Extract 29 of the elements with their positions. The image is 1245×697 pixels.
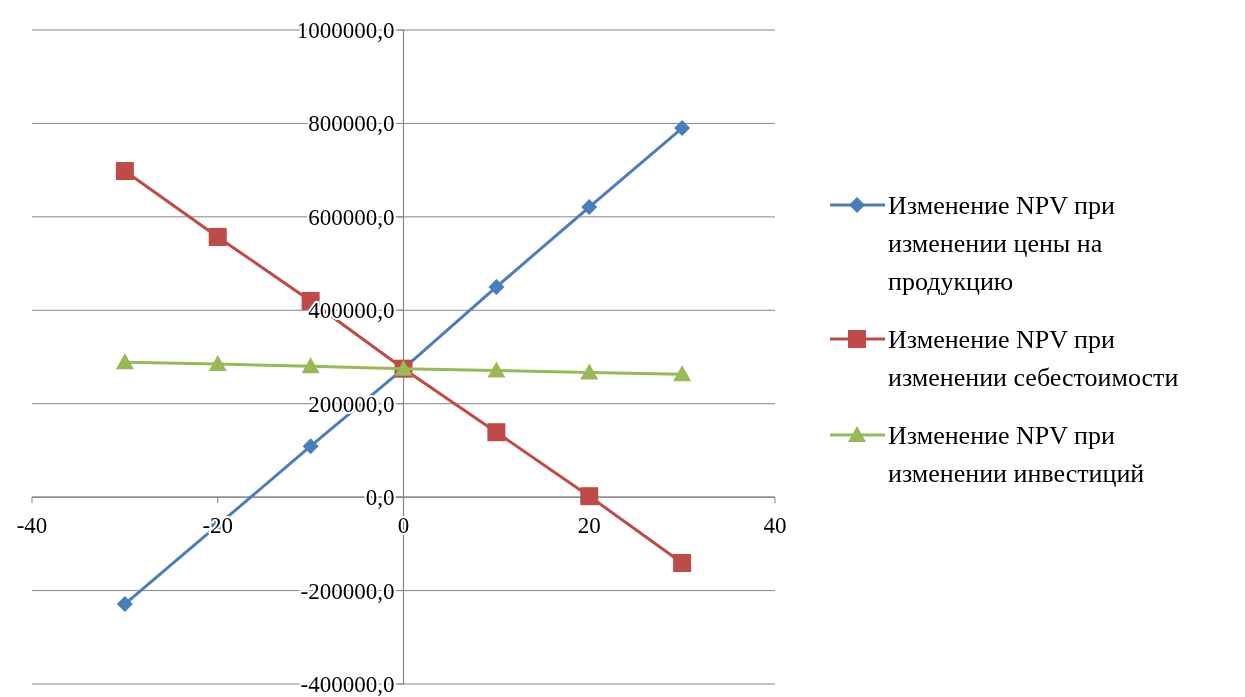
x-tick-label: 0: [397, 513, 410, 539]
y-tick-label: 1000000,0: [296, 18, 395, 44]
legend-label: Изменение NPV при изменении инвестиций: [888, 421, 1145, 489]
y-tick-label: 0,0: [365, 485, 395, 511]
y-tick-label: 600000,0: [308, 204, 395, 230]
point: [116, 596, 133, 613]
point: [580, 363, 599, 380]
legend-label: Изменение NPV при изменении цены на продукцию: [888, 191, 1115, 297]
y-tick-label: -200000,0: [300, 578, 395, 604]
y-tick-label: 800000,0: [308, 111, 395, 137]
x-tick-label: -40: [16, 513, 48, 539]
point: [581, 199, 598, 216]
point: [302, 438, 319, 455]
point: [673, 554, 692, 573]
point: [674, 120, 691, 137]
point: [488, 278, 505, 295]
point: [208, 355, 227, 372]
point: [301, 357, 320, 374]
point: [487, 361, 506, 378]
point: [580, 487, 599, 506]
point: [673, 365, 692, 382]
point: [208, 227, 227, 246]
x-tick-label: 40: [763, 513, 787, 539]
point: [487, 423, 506, 442]
point: [115, 162, 134, 181]
point: [115, 353, 134, 370]
x-tick-label: 20: [577, 513, 601, 539]
legend-label: Изменение NPV при изменении себестоимости: [888, 325, 1179, 393]
y-tick-label: -400000,0: [300, 672, 395, 697]
